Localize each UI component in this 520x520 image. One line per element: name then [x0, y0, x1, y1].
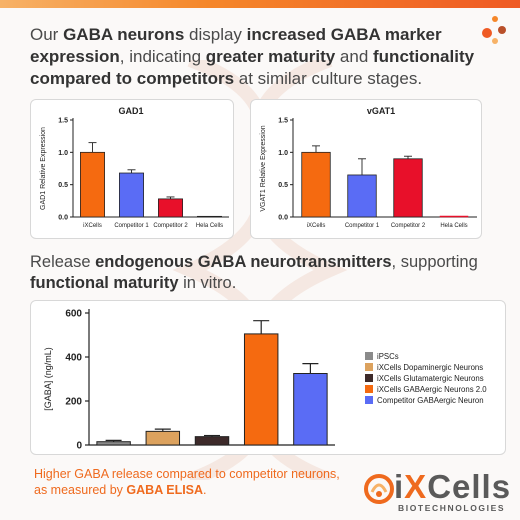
vgat1-chart: vGAT1 VGAT1 Relative Expression 0.0 0.5 1.0 1… — [260, 106, 477, 229]
x-tick-label: Hela Cells — [440, 223, 467, 229]
legend-swatch — [365, 363, 373, 371]
subheadline: Release endogenous GABA neurotransmitter… — [30, 253, 478, 292]
y-tick-label: 1.5 — [278, 118, 288, 125]
bar — [194, 436, 230, 446]
logo-swirl-icon — [364, 474, 394, 504]
bar — [243, 333, 279, 446]
x-tick-label: Competitor 1 — [345, 223, 380, 229]
y-tick-label: 0.5 — [278, 182, 288, 189]
x-tick-label: Competitor 2 — [153, 223, 188, 229]
logo-wordmark: iXCells — [394, 468, 512, 505]
bar — [145, 430, 181, 446]
gaba-release-chart-panel: [GABA] (ng/mL) 0 200 400 600 iPSCs iXCells Dop… — [30, 300, 506, 455]
bar — [293, 373, 328, 446]
x-tick-label: iXCells — [83, 223, 102, 229]
chart-title: vGAT1 — [367, 106, 395, 116]
bar — [158, 198, 183, 218]
bar — [96, 441, 131, 446]
logo-subtitle: BIOTECHNOLOGIES — [398, 503, 506, 513]
y-tick-label: 1.0 — [278, 150, 288, 157]
bar — [80, 151, 105, 218]
y-tick-label: 200 — [65, 397, 82, 408]
legend-label: iXCells GABAergic Neurons 2.0 — [377, 385, 487, 394]
vgat1-chart-panel: vGAT1 VGAT1 Relative Expression 0.0 0.5 1.0 1… — [250, 99, 482, 239]
ixcells-logo: iXCells BIOTECHNOLOGIES — [362, 468, 512, 514]
bar — [301, 151, 331, 218]
headline: Our GABA neurons display increased GABA … — [30, 25, 475, 88]
top-gradient-bar — [0, 0, 520, 8]
legend-label: iXCells Glutamatergic Neurons — [377, 374, 484, 383]
bar — [347, 174, 377, 218]
gaba-release-chart: [GABA] (ng/mL) 0 200 400 600 iPSCs iXCells Dop… — [43, 309, 487, 452]
x-tick-label: Competitor 1 — [114, 223, 149, 229]
y-tick-label: 0.0 — [58, 215, 68, 222]
legend-swatch — [365, 385, 373, 393]
legend-swatch — [365, 374, 373, 382]
footnote: Higher GABA release compared to competit… — [34, 467, 340, 497]
bar — [197, 215, 222, 218]
chart-title: GAD1 — [118, 106, 143, 116]
x-tick-label: Hela Cells — [196, 223, 223, 229]
y-tick-label: 0.0 — [278, 215, 288, 222]
legend-label: iXCells Dopaminergic Neurons — [377, 363, 483, 372]
y-axis-label: [GABA] (ng/mL) — [43, 347, 53, 411]
bar — [119, 172, 144, 218]
y-tick-label: 1.5 — [58, 118, 68, 125]
gad1-chart: GAD1 GAD1 Relative Expression 0.0 0.5 1.0 1.5… — [40, 106, 229, 229]
y-tick-label: 1.0 — [58, 150, 68, 157]
x-tick-label: Competitor 2 — [391, 223, 426, 229]
y-tick-label: 0.5 — [58, 182, 68, 189]
legend-label: Competitor GABAergic Neuron — [377, 396, 484, 405]
y-tick-label: 400 — [65, 353, 82, 364]
x-tick-label: iXCells — [307, 223, 326, 229]
y-tick-label: 0 — [76, 441, 82, 452]
legend-swatch — [365, 352, 373, 360]
y-axis-label: GAD1 Relative Expression — [40, 127, 47, 210]
gad1-chart-panel: GAD1 GAD1 Relative Expression 0.0 0.5 1.0 1.5… — [30, 99, 234, 239]
legend-label: iPSCs — [377, 352, 399, 361]
y-axis-label: VGAT1 Relative Expression — [260, 125, 267, 211]
dots-decoration-icon — [478, 16, 508, 46]
y-tick-label: 600 — [65, 309, 82, 320]
bar — [393, 158, 423, 218]
legend-swatch — [365, 396, 373, 404]
